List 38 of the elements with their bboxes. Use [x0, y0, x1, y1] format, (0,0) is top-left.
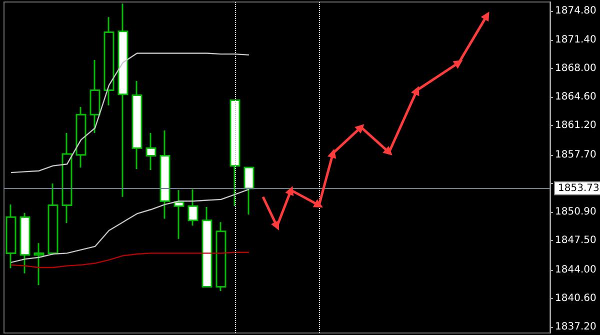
candlestick [6, 204, 16, 270]
y-tick-label: 1840.60 [555, 293, 596, 304]
point [480, 12, 490, 22]
point [411, 86, 420, 96]
candlestick [90, 59, 100, 134]
y-tick-label: 1837.20 [555, 322, 596, 333]
y-tick-label: 1850.90 [555, 206, 596, 218]
y-tick-label: 1847.50 [555, 235, 596, 246]
candlestick [48, 182, 58, 256]
candlestick [244, 166, 254, 216]
candlestick [216, 221, 226, 292]
point [271, 220, 280, 230]
y-tick-label: 1844.00 [555, 264, 596, 276]
y-tick-label: 1864.60 [555, 91, 596, 102]
y-tick-label: 1868.00 [555, 62, 596, 74]
ref-line-label: 1853.73 [558, 182, 600, 194]
candlestick [188, 188, 198, 226]
candlestick [62, 132, 72, 224]
candlestick [160, 130, 170, 220]
candlestick [146, 132, 156, 171]
point [452, 60, 463, 69]
point [285, 186, 294, 196]
candlestick [34, 242, 44, 286]
candlestick [230, 100, 240, 207]
y-tick-label: 1874.80 [555, 6, 596, 17]
candlestick [118, 2, 128, 198]
candlestick [104, 16, 114, 106]
candlestick [174, 189, 184, 240]
y-tick-label: 1857.70 [555, 149, 596, 160]
y-tick-label: 1871.40 [555, 34, 596, 46]
candlestick [202, 206, 212, 288]
candlestick [132, 80, 142, 170]
y-tick-label: 1861.20 [555, 120, 596, 131]
candlestick [20, 212, 30, 274]
point [354, 124, 364, 134]
line-series [10, 252, 250, 268]
candlestick [76, 106, 86, 168]
point [327, 148, 336, 159]
